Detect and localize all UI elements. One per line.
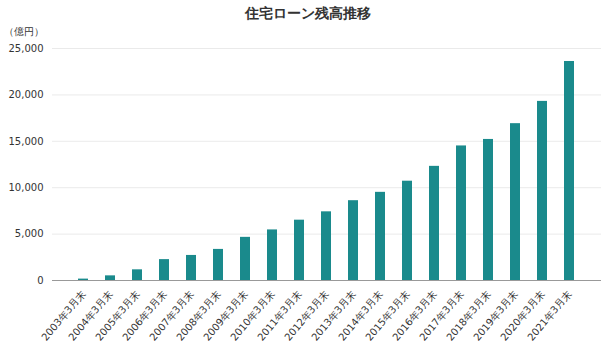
svg-text:15,000: 15,000 bbox=[9, 136, 44, 147]
svg-text:2019年3月末: 2019年3月末 bbox=[471, 288, 520, 343]
svg-text:20,000: 20,000 bbox=[9, 89, 44, 100]
svg-text:2012年3月末: 2012年3月末 bbox=[282, 288, 331, 343]
svg-text:（億円）: （億円） bbox=[4, 26, 44, 37]
svg-text:2010年3月末: 2010年3月末 bbox=[228, 288, 277, 343]
svg-text:25,000: 25,000 bbox=[9, 43, 44, 54]
svg-text:2020年3月末: 2020年3月末 bbox=[498, 288, 547, 343]
svg-text:2016年3月末: 2016年3月末 bbox=[390, 288, 439, 343]
svg-text:2015年3月末: 2015年3月末 bbox=[363, 288, 412, 343]
svg-text:2009年3月末: 2009年3月末 bbox=[201, 288, 250, 343]
svg-text:2006年3月末: 2006年3月末 bbox=[120, 288, 169, 343]
svg-text:2017年3月末: 2017年3月末 bbox=[417, 288, 466, 343]
svg-text:2018年3月末: 2018年3月末 bbox=[444, 288, 493, 343]
svg-text:2008年3月末: 2008年3月末 bbox=[174, 288, 223, 343]
svg-text:2021年3月末: 2021年3月末 bbox=[525, 288, 573, 342]
svg-text:2003年3月末: 2003年3月末 bbox=[39, 288, 88, 343]
svg-text:5,000: 5,000 bbox=[15, 228, 44, 239]
html-text:住宅ローン残高推移: 住宅ローン残高推移 bbox=[244, 5, 371, 21]
svg-text:2004年3月末: 2004年3月末 bbox=[66, 288, 115, 343]
svg-text:2007年3月末: 2007年3月末 bbox=[147, 288, 196, 343]
svg-text:10,000: 10,000 bbox=[9, 182, 44, 193]
svg-text:2013年3月末: 2013年3月末 bbox=[309, 288, 358, 343]
svg-text:2005年3月末: 2005年3月末 bbox=[93, 288, 142, 343]
svg-text:2014年3月末: 2014年3月末 bbox=[336, 288, 385, 343]
svg-text:2011年3月末: 2011年3月末 bbox=[255, 288, 304, 343]
svg-text:0: 0 bbox=[37, 275, 43, 286]
